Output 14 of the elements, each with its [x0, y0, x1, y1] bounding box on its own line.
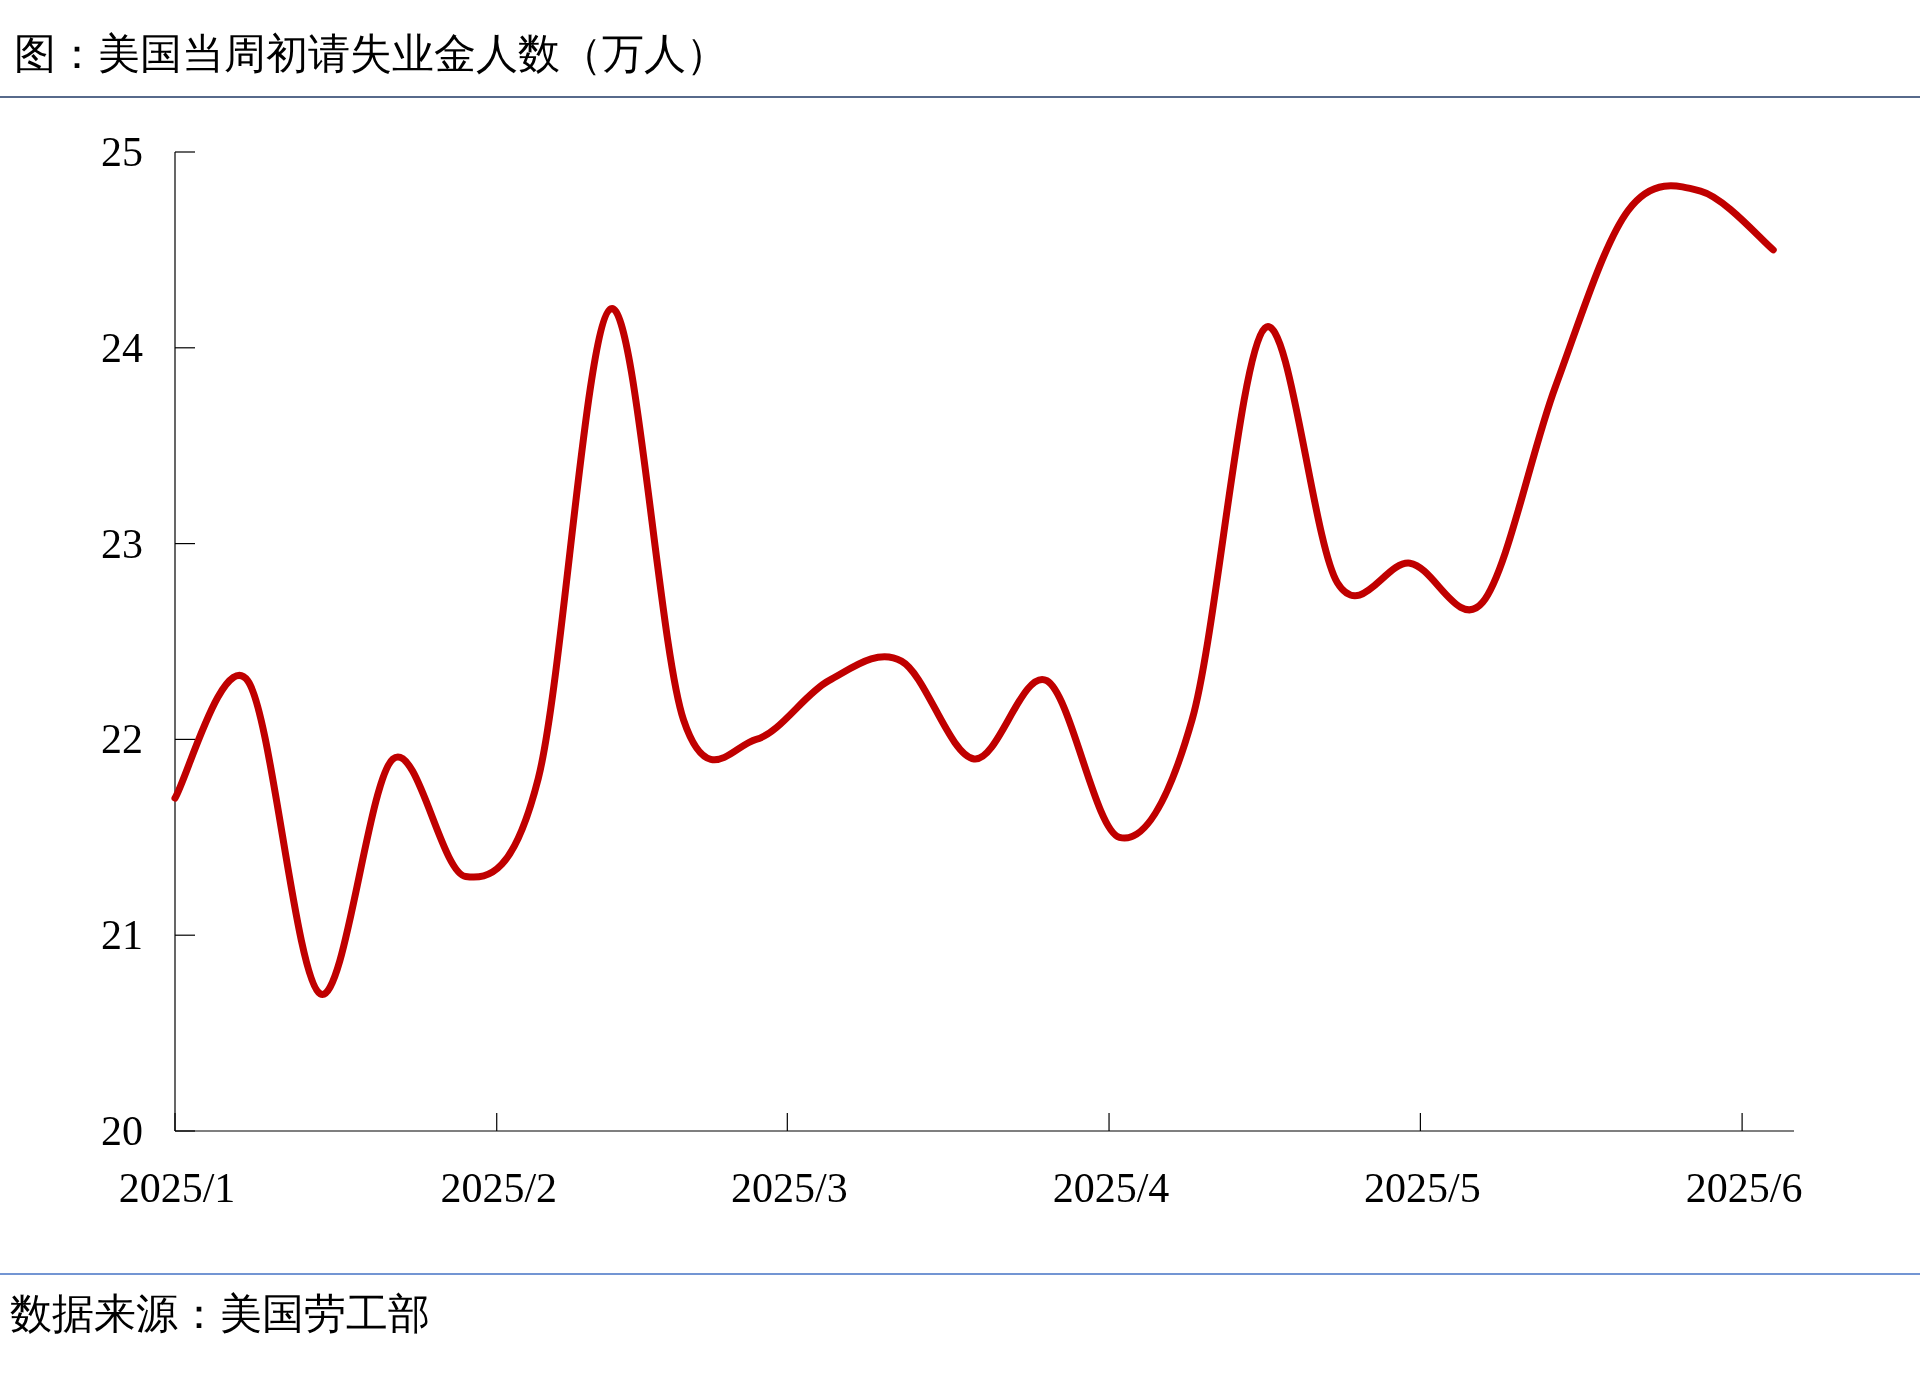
- y-tick-label: 24: [101, 324, 143, 371]
- y-tick-label: 21: [101, 912, 143, 959]
- x-tick-label: 2025/2: [440, 1165, 558, 1211]
- x-tick-label: 2025/4: [1052, 1165, 1170, 1211]
- x-tick-label: 2025/5: [1364, 1165, 1481, 1211]
- y-tick-label: 20: [101, 1108, 143, 1154]
- y-tick-label: 22: [101, 716, 143, 763]
- chart-title: 图：美国当周初请失业金人数（万人）: [14, 31, 728, 77]
- source-note: 数据来源：美国劳工部: [10, 1291, 430, 1337]
- x-tick-label: 2025/3: [730, 1165, 848, 1211]
- x-tick-label: 2025/1: [118, 1165, 236, 1211]
- y-tick-label: 25: [101, 129, 143, 175]
- y-tick-label: 23: [101, 520, 143, 567]
- x-tick-label: 2025/6: [1685, 1165, 1803, 1211]
